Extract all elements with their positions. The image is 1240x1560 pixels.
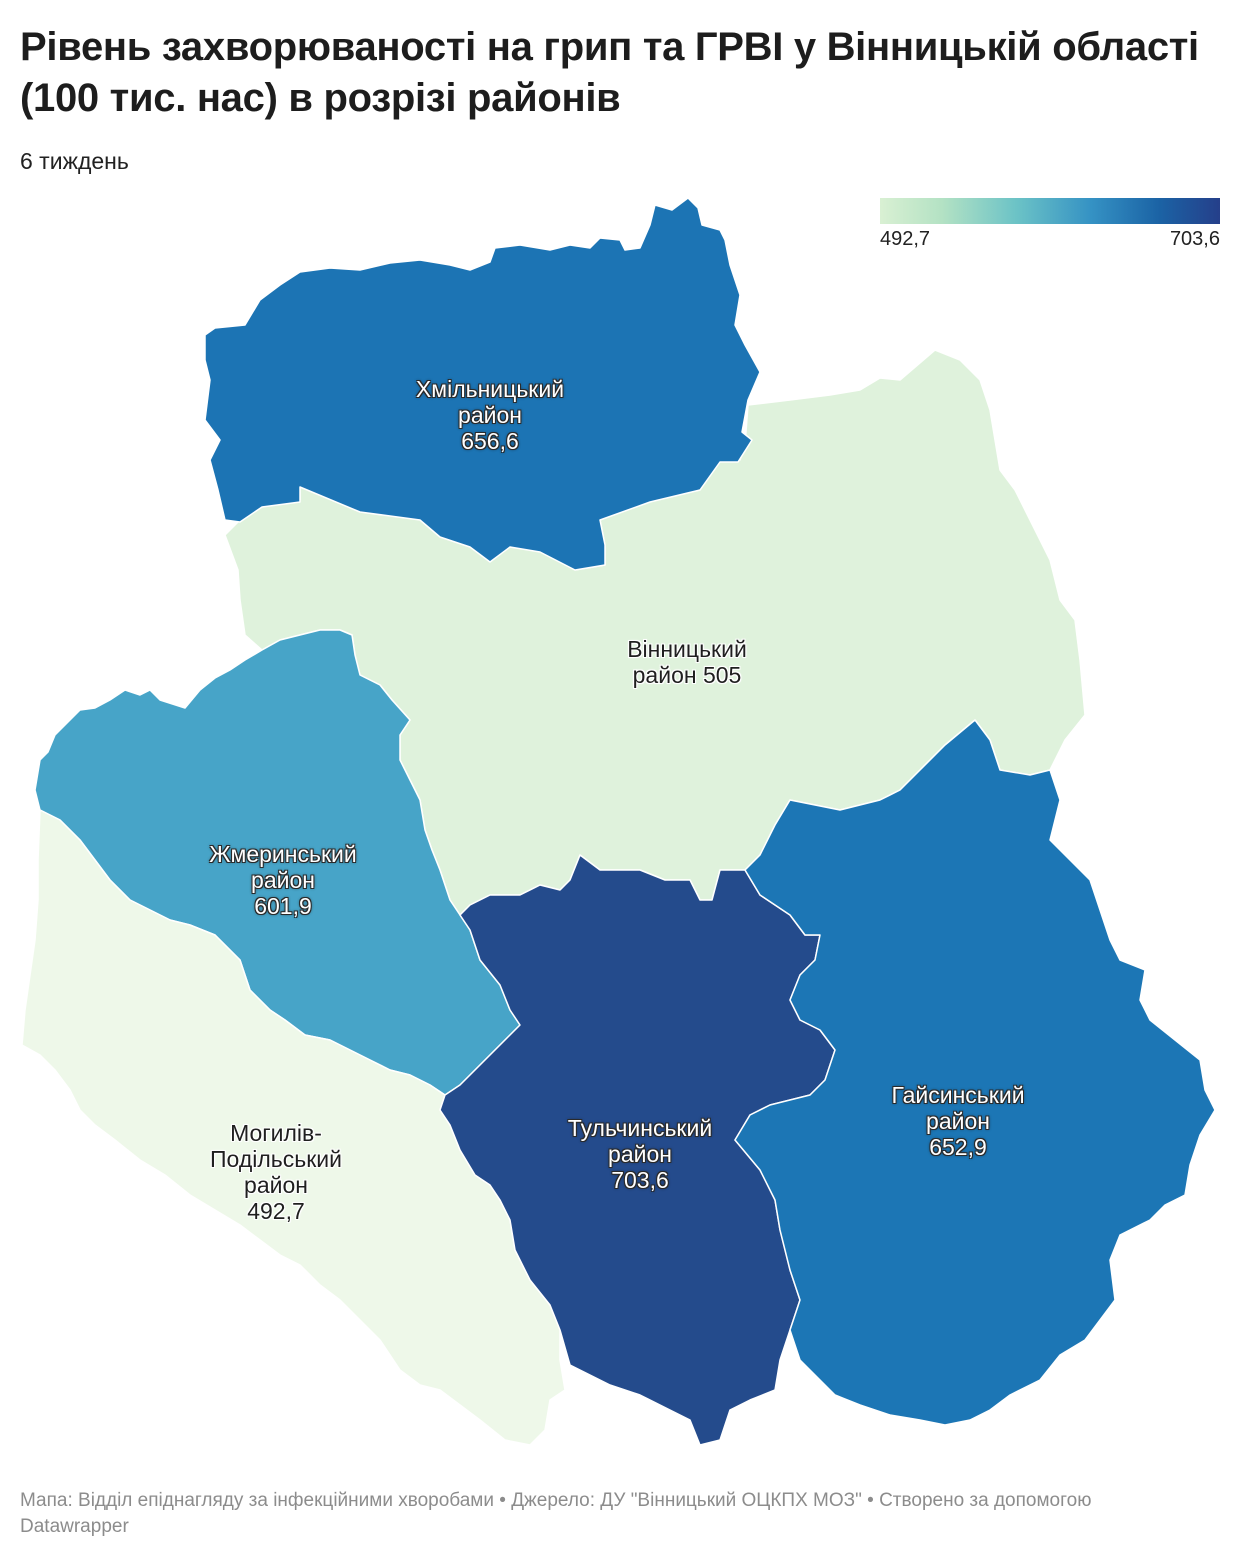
label-haisynskyi: Гайсинський район 652,9: [891, 1082, 1024, 1160]
legend-gradient-bar: [880, 198, 1220, 224]
label-zhmerynskyi: Жмеринський район 601,9: [209, 841, 356, 919]
label-mohyliv: Могилів- Подільський район 492,7: [210, 1120, 342, 1224]
region-haisynskyi[interactable]: [734, 719, 1216, 1426]
label-haisynskyi-name: Гайсинський: [891, 1082, 1025, 1108]
label-tulchynskyi-unit: район: [608, 1141, 672, 1167]
label-vinnytskyi: Вінницький район 505: [627, 636, 747, 688]
label-tulchynskyi-name: Тульчинський: [567, 1115, 713, 1141]
label-haisynskyi-value: 652,9: [929, 1134, 987, 1160]
label-zhmerynskyi-value: 601,9: [254, 893, 312, 919]
label-haisynskyi-unit: район: [926, 1108, 990, 1134]
legend-max-label: 703,6: [1169, 228, 1220, 250]
label-tulchynskyi: Тульчинський район 703,6: [568, 1115, 712, 1193]
label-tulchynskyi-value: 703,6: [611, 1167, 669, 1193]
color-legend: 492,7 703,6: [880, 198, 1220, 258]
label-mohyliv-name-2: Подільський: [210, 1146, 342, 1172]
label-zhmerynskyi-name: Жмеринський: [209, 841, 357, 867]
label-mohyliv-value: 492,7: [247, 1198, 305, 1224]
label-vinnytskyi-name: Вінницький: [627, 636, 747, 662]
legend-min-label: 492,7: [880, 228, 931, 250]
label-khmilnytskyi-value: 656,6: [461, 428, 519, 454]
label-zhmerynskyi-unit: район: [251, 867, 315, 893]
label-mohyliv-unit: район: [244, 1172, 308, 1198]
label-vinnytskyi-unit-value: район 505: [632, 662, 742, 688]
map-subtitle: 6 тиждень: [20, 148, 129, 174]
label-khmilnytskyi-unit: район: [458, 402, 522, 428]
label-khmilnytskyi-name: Хмільницький: [415, 376, 565, 402]
legend-labels: 492,7 703,6: [880, 228, 1220, 258]
footer-credits: Мапа: Відділ епіднагляду за інфекційними…: [20, 1490, 1092, 1537]
region-mohyliv[interactable]: [21, 809, 566, 1446]
region-khmilnytskyi[interactable]: [204, 197, 761, 571]
map-title: Рівень захворюваності на грип та ГРВІ у …: [20, 25, 1199, 120]
label-khmilnytskyi: Хмільницький район 656,6: [416, 376, 564, 454]
label-mohyliv-name-1: Могилів-: [230, 1120, 322, 1146]
